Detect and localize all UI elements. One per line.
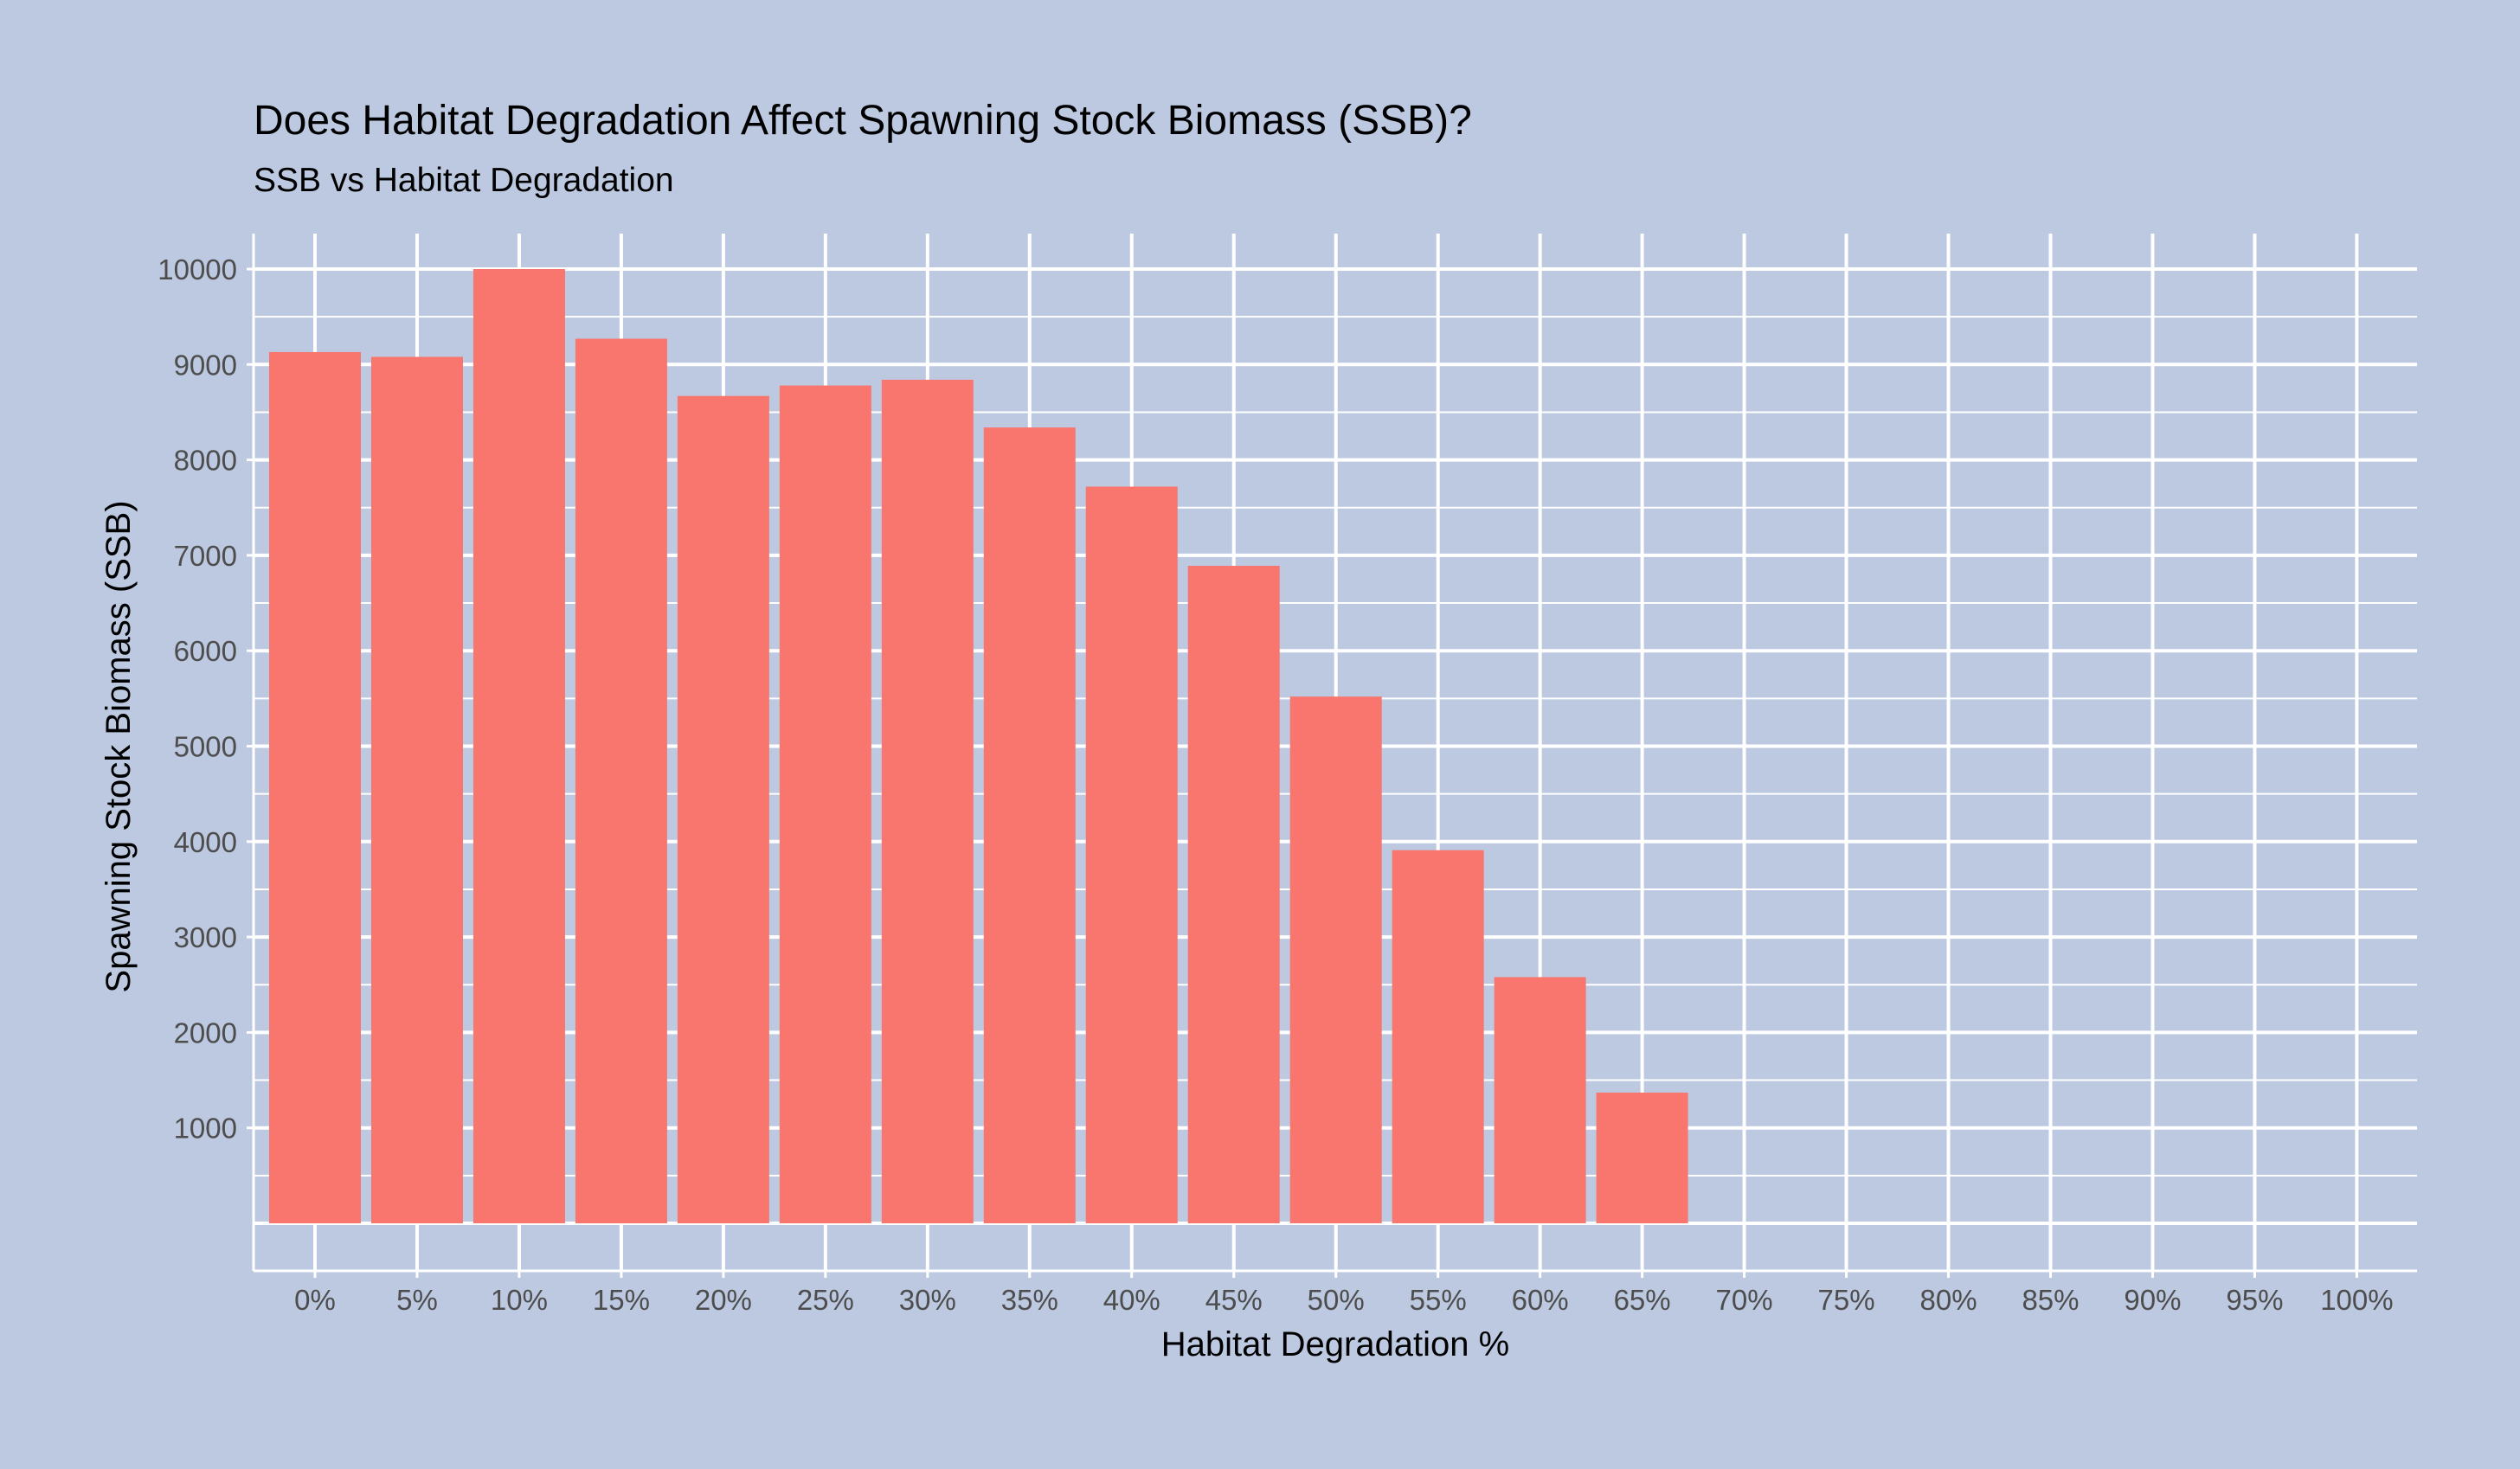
bar <box>1494 977 1586 1223</box>
bar <box>1085 486 1178 1223</box>
x-tick-label: 30% <box>899 1284 956 1316</box>
x-tick-label: 35% <box>1001 1284 1058 1316</box>
bar <box>1187 566 1280 1223</box>
y-tick-label: 5000 <box>174 731 237 763</box>
x-tick-label: 50% <box>1308 1284 1365 1316</box>
y-tick-label: 6000 <box>174 635 237 667</box>
x-tick-label: 40% <box>1103 1284 1160 1316</box>
bar <box>1596 1092 1688 1223</box>
y-axis-label: Spawning Stock Biomass (SSB) <box>100 500 138 992</box>
x-tick-label: 95% <box>2226 1284 2283 1316</box>
bar <box>779 385 871 1223</box>
x-tick-label: 0% <box>294 1284 336 1316</box>
x-tick-label: 100% <box>2320 1284 2393 1316</box>
x-tick-label: 75% <box>1818 1284 1875 1316</box>
x-tick-label: 85% <box>2022 1284 2079 1316</box>
bar <box>1289 696 1382 1223</box>
bar <box>1392 850 1484 1223</box>
x-tick-label: 5% <box>396 1284 438 1316</box>
x-tick-label: 20% <box>695 1284 752 1316</box>
bars <box>269 269 1688 1224</box>
bar <box>881 379 974 1223</box>
x-tick-label: 55% <box>1410 1284 1467 1316</box>
y-tick-label: 1000 <box>174 1113 237 1145</box>
y-tick-label: 4000 <box>174 826 237 858</box>
bar <box>575 338 667 1223</box>
x-tick-label: 80% <box>1919 1284 1977 1316</box>
x-tick-label: 65% <box>1614 1284 1671 1316</box>
chart-subtitle: SSB vs Habitat Degradation <box>254 162 674 199</box>
bar <box>983 427 1076 1223</box>
bar <box>677 395 769 1224</box>
x-axis-label: Habitat Degradation % <box>1161 1325 1509 1363</box>
bar <box>370 356 463 1223</box>
axes: 1000 2000 3000 4000 5000 6000 7000 8000 9000 1000… <box>158 234 2417 1316</box>
x-tick-label: 10% <box>491 1284 548 1316</box>
y-tick-label: 7000 <box>174 540 237 572</box>
x-tick-label: 25% <box>797 1284 854 1316</box>
x-tick-label: 60% <box>1512 1284 1569 1316</box>
y-tick-label: 8000 <box>174 445 237 477</box>
bar <box>472 269 565 1223</box>
y-tick-label: 2000 <box>174 1017 237 1049</box>
bar <box>269 351 361 1223</box>
x-tick-label: 90% <box>2124 1284 2181 1316</box>
x-tick-label: 15% <box>593 1284 650 1316</box>
y-tick-label: 3000 <box>174 921 237 953</box>
x-tick-label: 70% <box>1716 1284 1773 1316</box>
x-tick-label: 45% <box>1205 1284 1263 1316</box>
y-tick-label: 10000 <box>158 253 237 285</box>
y-tick-label: 9000 <box>174 349 237 381</box>
chart-title: Does Habitat Degradation Affect Spawning… <box>254 98 1472 144</box>
